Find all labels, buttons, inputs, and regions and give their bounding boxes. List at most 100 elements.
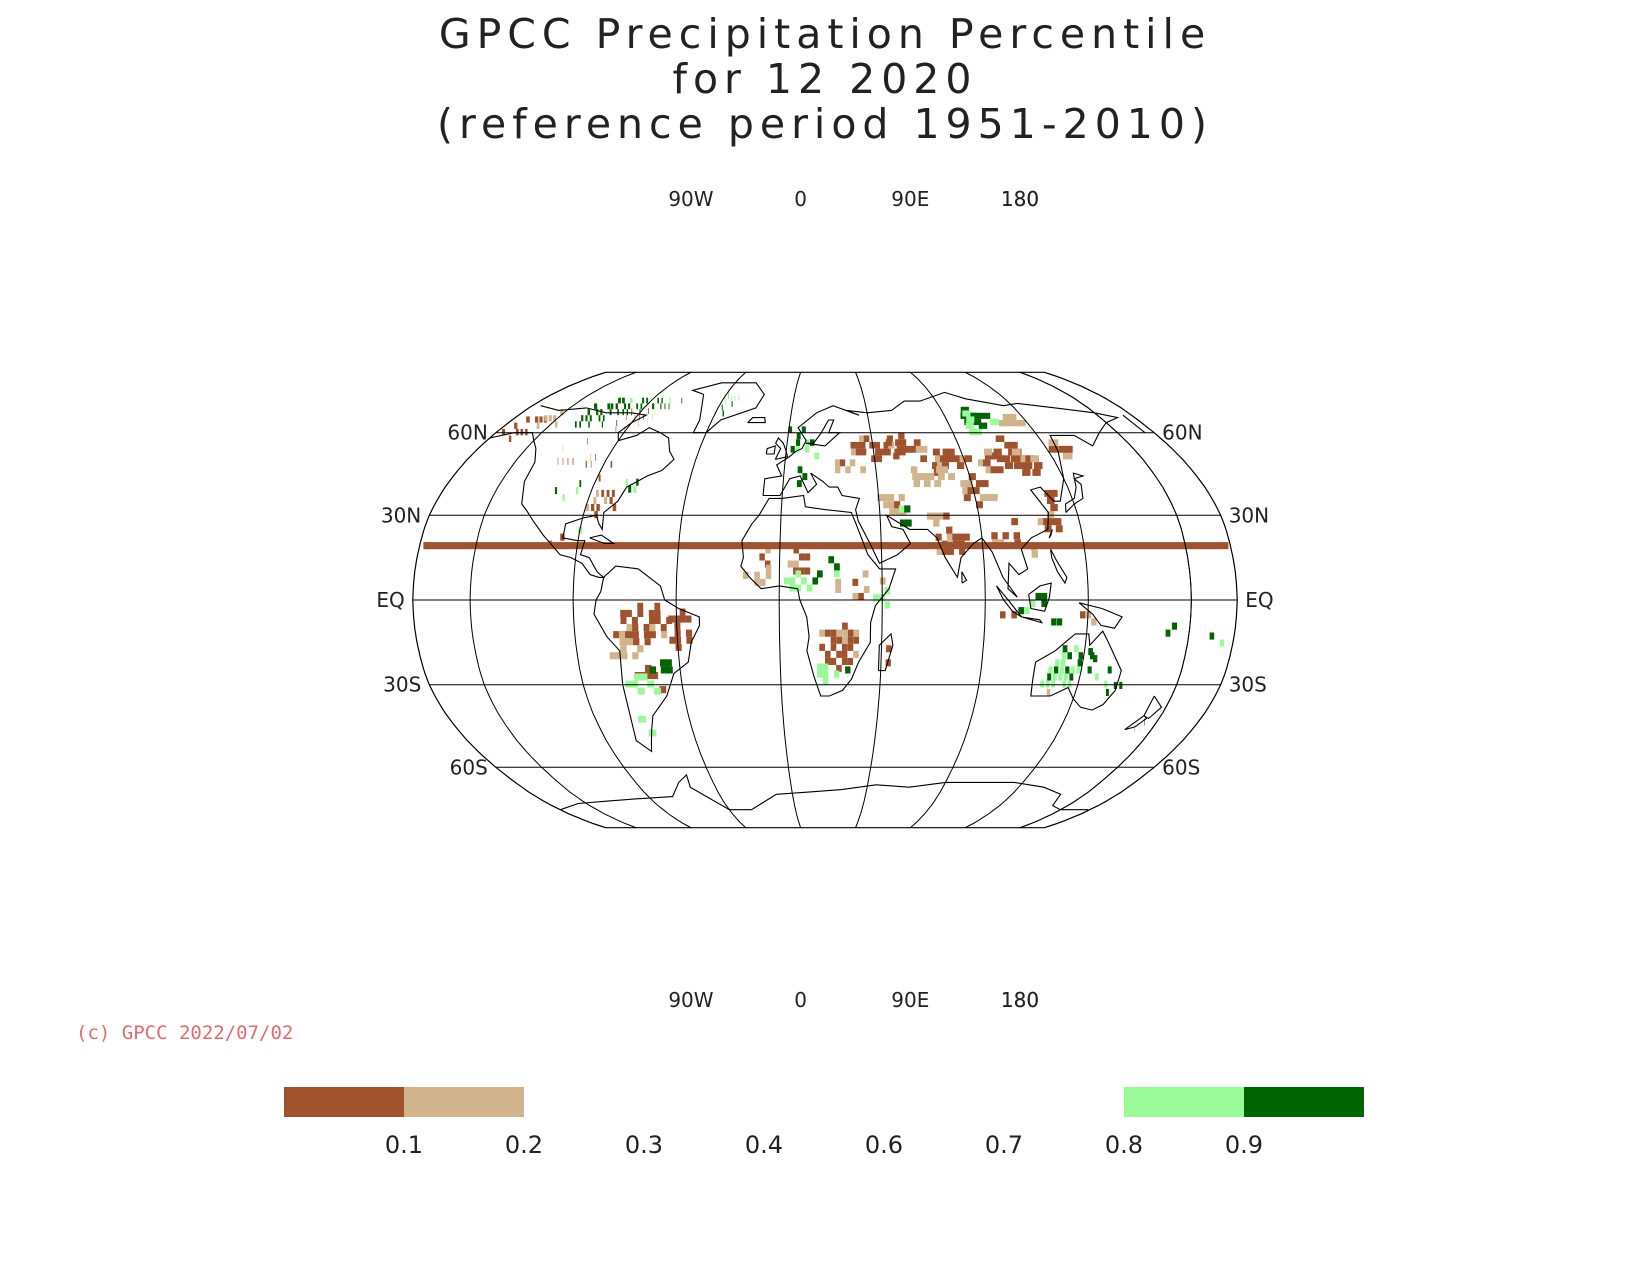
precip-cell bbox=[609, 497, 613, 504]
precip-cell bbox=[604, 497, 608, 504]
precip-cell bbox=[996, 455, 1005, 463]
precip-cell bbox=[932, 462, 939, 469]
precip-cell bbox=[567, 458, 569, 465]
precip-cell bbox=[557, 458, 559, 465]
precip-cell bbox=[576, 487, 579, 495]
precip-cell bbox=[1067, 652, 1072, 660]
precip-cell bbox=[894, 501, 901, 509]
precip-cell bbox=[665, 659, 672, 667]
precip-cell bbox=[946, 533, 953, 541]
precip-cell bbox=[560, 409, 564, 416]
precip-cell bbox=[995, 435, 1005, 442]
precip-cell bbox=[1018, 607, 1024, 615]
precip-cell bbox=[595, 454, 596, 461]
precip-cell bbox=[796, 439, 801, 446]
precip-cell bbox=[957, 462, 965, 469]
precip-cell bbox=[738, 395, 740, 402]
precip-cell bbox=[637, 645, 644, 653]
precip-cell bbox=[1074, 645, 1079, 653]
precip-cell bbox=[793, 560, 799, 568]
precip-cell bbox=[936, 466, 943, 474]
coastline bbox=[1122, 414, 1146, 434]
legend-swatch bbox=[1124, 1087, 1244, 1117]
precip-cell bbox=[990, 418, 999, 426]
precip-cell bbox=[1030, 455, 1039, 463]
precip-cell bbox=[1062, 680, 1066, 688]
precip-cell bbox=[830, 629, 837, 637]
coastline bbox=[1028, 582, 1052, 612]
precip-cell bbox=[983, 459, 991, 467]
precip-cell bbox=[618, 631, 626, 639]
coastline bbox=[774, 437, 789, 460]
precip-cell bbox=[935, 455, 942, 463]
coastline bbox=[762, 391, 1120, 598]
precip-cell bbox=[855, 441, 861, 449]
precip-cell bbox=[1047, 673, 1052, 681]
precip-cell bbox=[631, 407, 633, 414]
precip-cell bbox=[875, 448, 881, 456]
precip-cell bbox=[601, 421, 603, 428]
precip-cell bbox=[944, 455, 953, 463]
precip-cell bbox=[625, 478, 629, 486]
precip-cell bbox=[985, 494, 993, 502]
top-lon-label: 90E bbox=[891, 187, 929, 211]
precip-cell bbox=[621, 652, 628, 660]
precip-cell bbox=[579, 480, 582, 488]
precip-cell bbox=[1024, 462, 1033, 469]
precip-cell bbox=[1106, 688, 1109, 696]
precip-cell bbox=[845, 666, 851, 674]
precip-cell bbox=[1059, 666, 1064, 674]
map-outline bbox=[412, 371, 1238, 829]
precip-cell bbox=[788, 426, 793, 433]
precip-cell bbox=[984, 452, 993, 460]
precip-cell bbox=[622, 397, 625, 404]
precip-cell bbox=[553, 415, 557, 422]
precip-cell bbox=[502, 428, 506, 436]
precip-cell bbox=[630, 680, 638, 688]
precip-cell bbox=[947, 547, 954, 555]
title-line-2: for 12 2020 bbox=[672, 55, 978, 103]
precip-cell bbox=[754, 578, 760, 586]
precip-cell bbox=[423, 542, 1229, 550]
precip-cell bbox=[1062, 645, 1068, 653]
precip-cell bbox=[793, 546, 799, 554]
precip-cell bbox=[1024, 607, 1030, 615]
precip-cell bbox=[787, 560, 794, 568]
precip-cell bbox=[804, 445, 810, 453]
precip-cell bbox=[850, 441, 856, 449]
precip-cell bbox=[900, 519, 907, 527]
precip-cell bbox=[984, 448, 992, 456]
precip-cell bbox=[841, 650, 848, 658]
precip-cell bbox=[960, 480, 968, 488]
precip-cell bbox=[932, 512, 939, 520]
precip-cell bbox=[1048, 518, 1056, 526]
precip-cell bbox=[633, 638, 640, 646]
precip-cell bbox=[1004, 441, 1013, 449]
precip-cell bbox=[830, 643, 837, 651]
precip-cell bbox=[669, 636, 676, 644]
precip-cell bbox=[966, 416, 975, 423]
precip-cell bbox=[765, 571, 772, 579]
precip-cell bbox=[911, 445, 918, 453]
precip-cell bbox=[962, 410, 971, 417]
precip-cell bbox=[1051, 618, 1057, 626]
precip-cell bbox=[978, 422, 988, 429]
precip-cell bbox=[616, 420, 618, 427]
precip-cell bbox=[920, 455, 927, 463]
precip-cell bbox=[657, 397, 659, 404]
legend-tick-label: 0.8 bbox=[1105, 1131, 1143, 1159]
precip-cell bbox=[968, 473, 976, 481]
precip-cell bbox=[654, 687, 662, 695]
precip-cell bbox=[1085, 611, 1092, 619]
precip-cell bbox=[721, 404, 723, 411]
precip-cell bbox=[964, 455, 972, 463]
precip-cell bbox=[1035, 592, 1042, 600]
precip-cell bbox=[681, 397, 683, 404]
precip-cell bbox=[654, 602, 661, 610]
precip-cell bbox=[1011, 518, 1019, 526]
precip-cell bbox=[904, 505, 911, 513]
precip-cell bbox=[934, 480, 942, 488]
precip-cell bbox=[898, 494, 905, 502]
precip-cell bbox=[976, 501, 983, 509]
precip-cell bbox=[1046, 497, 1055, 504]
